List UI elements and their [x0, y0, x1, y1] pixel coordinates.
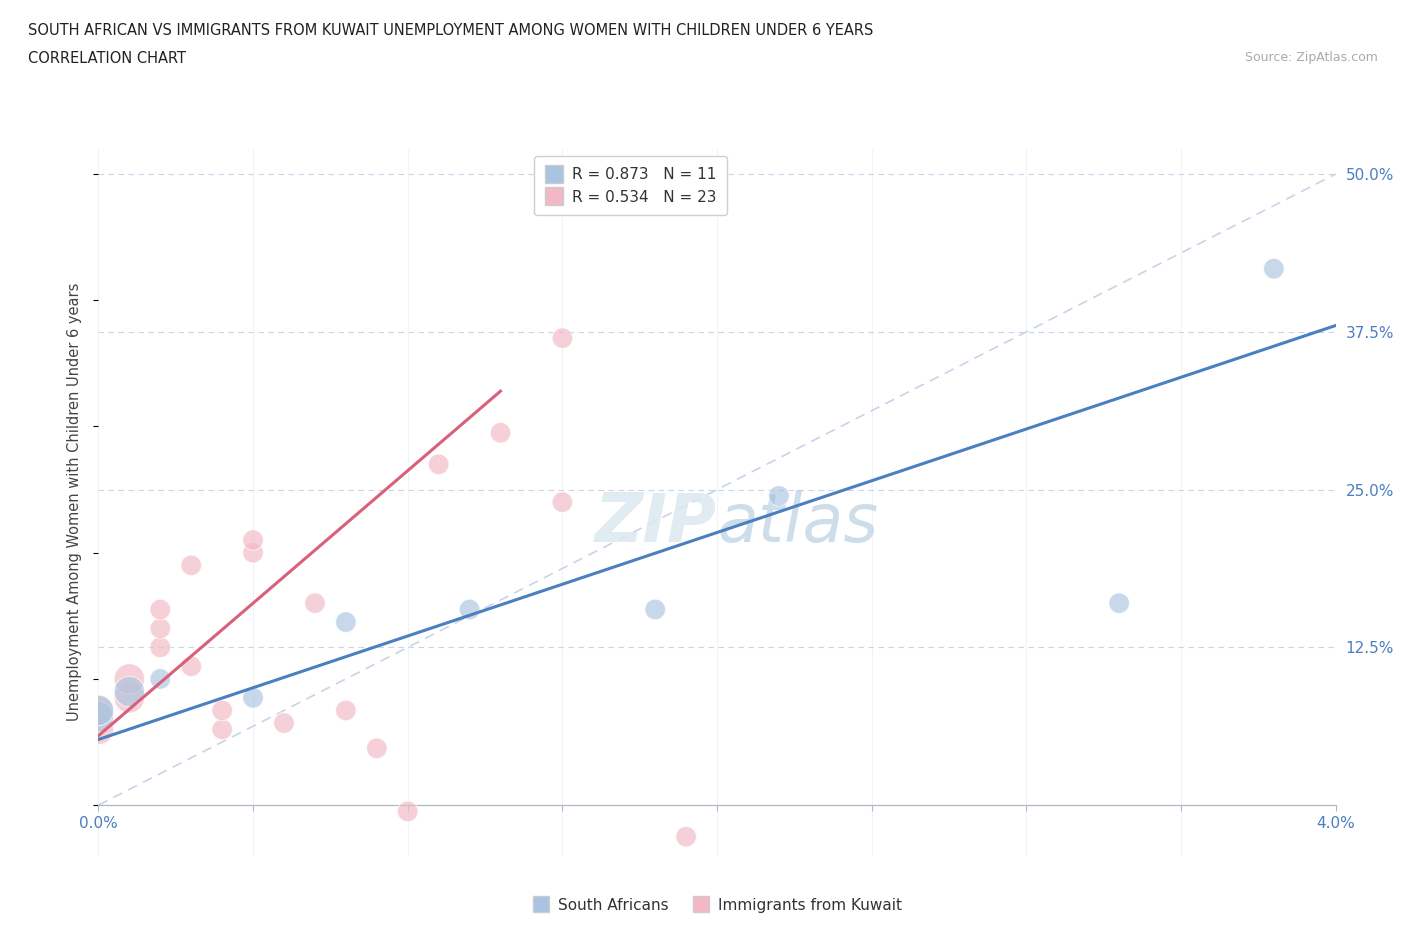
Point — [149, 640, 172, 655]
Point — [335, 703, 357, 718]
Point — [489, 425, 512, 440]
Point — [1263, 261, 1285, 276]
Point — [396, 804, 419, 819]
Point — [211, 722, 233, 737]
Point — [149, 671, 172, 686]
Point — [87, 710, 110, 724]
Text: CORRELATION CHART: CORRELATION CHART — [28, 51, 186, 66]
Point — [118, 684, 141, 699]
Point — [149, 602, 172, 617]
Point — [366, 741, 388, 756]
Point — [180, 558, 202, 573]
Point — [675, 830, 697, 844]
Point — [242, 690, 264, 705]
Point — [458, 602, 481, 617]
Point — [118, 671, 141, 686]
Point — [149, 621, 172, 636]
Point — [242, 533, 264, 548]
Point — [87, 722, 110, 737]
Point — [211, 703, 233, 718]
Point — [273, 716, 295, 731]
Point — [551, 495, 574, 510]
Point — [768, 488, 790, 503]
Text: SOUTH AFRICAN VS IMMIGRANTS FROM KUWAIT UNEMPLOYMENT AMONG WOMEN WITH CHILDREN U: SOUTH AFRICAN VS IMMIGRANTS FROM KUWAIT … — [28, 23, 873, 38]
Legend: South Africans, Immigrants from Kuwait: South Africans, Immigrants from Kuwait — [526, 892, 908, 919]
Point — [427, 457, 450, 472]
Text: atlas: atlas — [717, 490, 879, 556]
Point — [180, 658, 202, 673]
Point — [118, 690, 141, 705]
Text: ZIP: ZIP — [595, 490, 717, 556]
Y-axis label: Unemployment Among Women with Children Under 6 years: Unemployment Among Women with Children U… — [67, 283, 83, 722]
Point — [242, 545, 264, 560]
Point — [644, 602, 666, 617]
Point — [551, 331, 574, 346]
Text: Source: ZipAtlas.com: Source: ZipAtlas.com — [1244, 51, 1378, 64]
Point — [304, 596, 326, 611]
Point — [87, 703, 110, 718]
Point — [87, 703, 110, 718]
Point — [335, 615, 357, 630]
Point — [1108, 596, 1130, 611]
